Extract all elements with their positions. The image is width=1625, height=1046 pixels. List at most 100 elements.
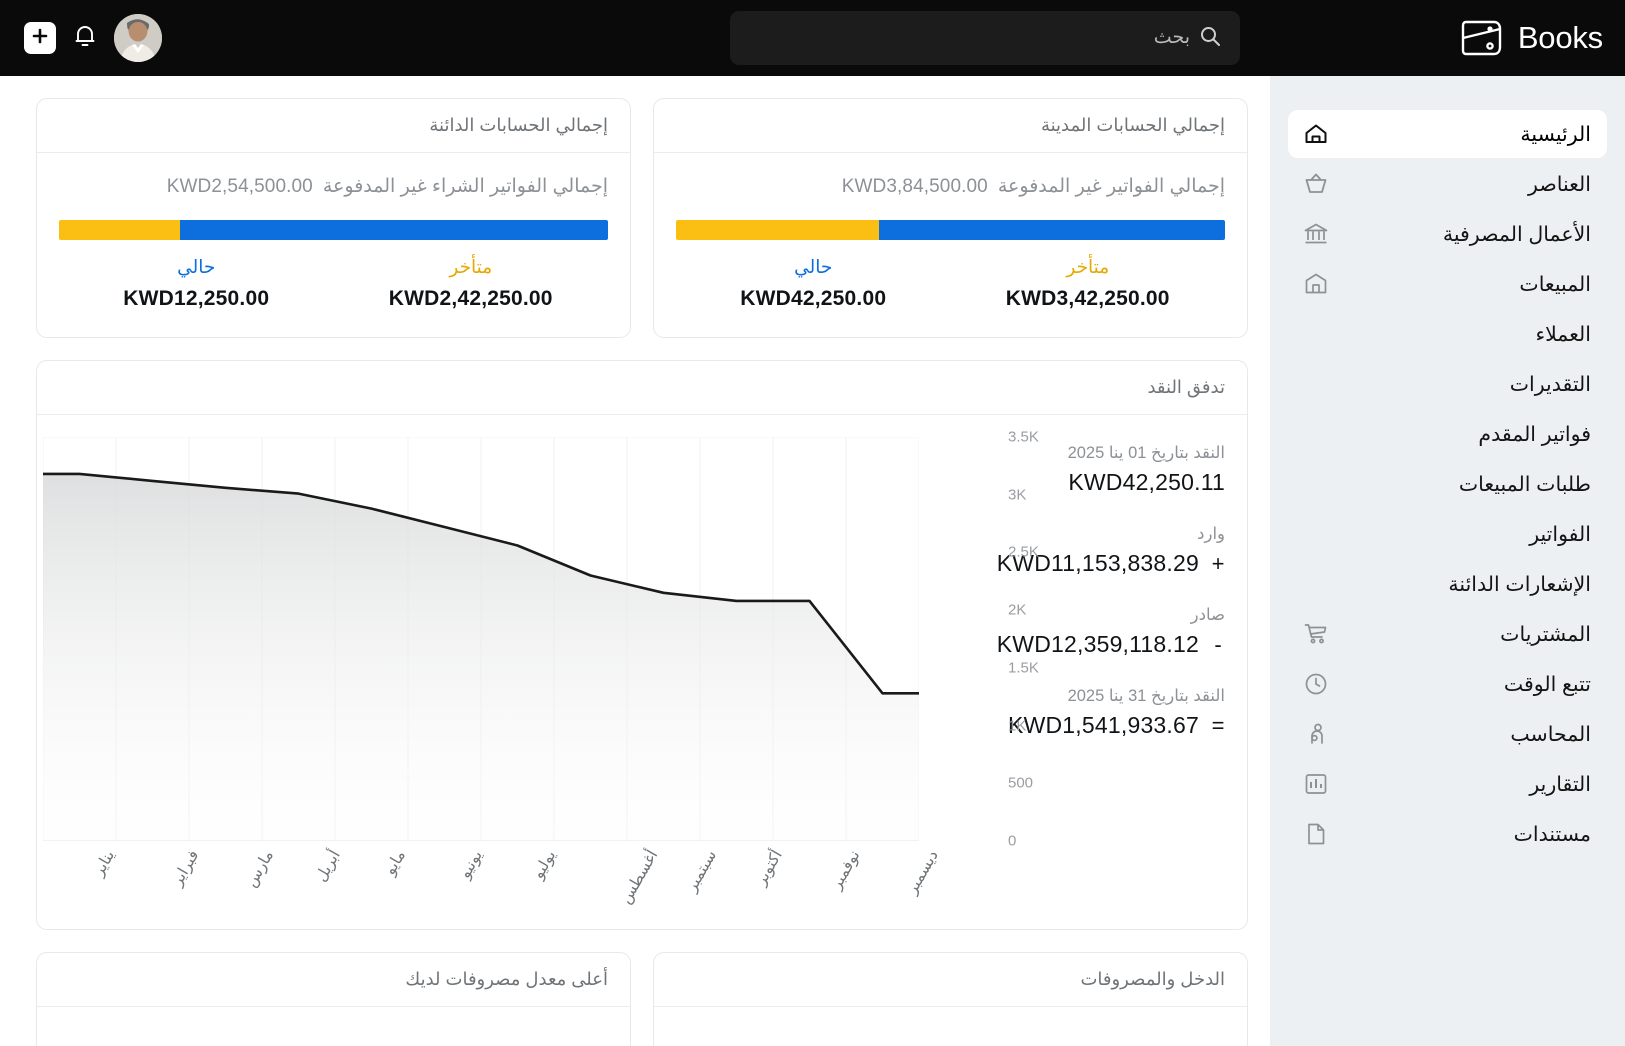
sidebar-item-label: طلبات المبيعات <box>1458 472 1591 496</box>
search-input[interactable] <box>1060 27 1190 49</box>
legend-label: حالي <box>177 256 216 277</box>
spacer-icon <box>1302 420 1330 448</box>
sidebar-item-banking[interactable]: الأعمال المصرفية <box>1288 210 1607 258</box>
books-logo-icon <box>1460 18 1504 58</box>
store-icon <box>1302 270 1330 298</box>
outgoing-operator: - <box>1214 632 1222 657</box>
card-title: الدخل والمصروفات <box>1080 969 1225 989</box>
x-axis-tick: أبريل <box>311 847 344 885</box>
subtitle-label: إجمالي الفواتير غير المدفوعة <box>997 176 1225 197</box>
sidebar-item-credit-notes[interactable]: الإشعارات الدائنة <box>1288 560 1607 608</box>
legend-value: KWD42,250.00 <box>740 287 887 310</box>
closing-label: النقد بتاريخ 31 ينا 2025 <box>1067 687 1225 705</box>
bell-icon <box>73 23 97 54</box>
y-axis-tick: 3.5K <box>1008 428 1039 446</box>
sidebar-item-customers[interactable]: العملاء <box>1288 310 1607 358</box>
x-axis-tick: أغسطس <box>616 847 661 907</box>
incoming-operator: + <box>1211 551 1225 576</box>
sidebar-item-sales-orders[interactable]: طلبات المبيعات <box>1288 460 1607 508</box>
bar-segment-current <box>879 220 1225 240</box>
top-bar: Books <box>0 0 1625 76</box>
sidebar-item-invoices[interactable]: الفواتير <box>1288 510 1607 558</box>
card-title: تدفق النقد <box>1147 377 1225 397</box>
card-title: إجمالي الحسابات الدائنة <box>429 115 608 135</box>
accountant-icon <box>1302 720 1330 748</box>
sidebar-item-sales[interactable]: المبيعات <box>1288 260 1607 308</box>
subtitle-label: إجمالي الفواتير الشراء غير المدفوعة <box>322 176 608 197</box>
legend-label: حالي <box>794 256 833 277</box>
sidebar-item-label: التقارير <box>1529 772 1591 796</box>
cashflow-card: تدفق النقد النقد بتاريخ 01 ينا 2025 KWD4… <box>36 360 1248 930</box>
app-brand: Books <box>1460 0 1603 76</box>
add-button[interactable] <box>24 22 56 54</box>
opening-balance: النقد بتاريخ 01 ينا 2025 KWD42,250.11 <box>1012 443 1225 496</box>
sidebar-item-estimates[interactable]: التقديرات <box>1288 360 1607 408</box>
main-content: إجمالي الحسابات المدينة إجمالي الفواتير … <box>0 76 1270 1046</box>
sidebar-item-label: التقديرات <box>1509 372 1591 396</box>
home-icon <box>1302 120 1330 148</box>
legend-overdue: متأخر KWD2,42,250.00 <box>334 256 609 311</box>
kpi-row: إجمالي الحسابات المدينة إجمالي الفواتير … <box>22 98 1248 338</box>
income-expense-card: الدخل والمصروفات <box>653 952 1248 1046</box>
top-expenses-card: أعلى معدل مصروفات لديك <box>36 952 631 1046</box>
avatar[interactable] <box>114 14 162 62</box>
closing-operator: = <box>1211 713 1225 738</box>
cart-icon <box>1302 620 1330 648</box>
sidebar-item-retainer-invoices[interactable]: فواتير المقدم <box>1288 410 1607 458</box>
y-axis-tick: 1.5K <box>1008 659 1039 677</box>
x-axis-tick: فبراير <box>168 847 202 889</box>
payables-progress-bar <box>59 220 608 240</box>
chart-x-axis: يناير فبراير مارس أبريل مايو يونيو يوليو أغسطس س… <box>43 841 942 911</box>
legend-label: متأخر <box>449 256 493 277</box>
card-body: إجمالي الفواتير الشراء غير المدفوعة KWD2… <box>37 153 630 311</box>
document-icon <box>1302 820 1330 848</box>
x-axis-tick: يوليو <box>529 847 559 882</box>
legend-label: متأخر <box>1066 256 1110 277</box>
receivables-legend: متأخر KWD3,42,250.00 حالي KWD42,250.00 <box>676 256 1225 311</box>
card-header: أعلى معدل مصروفات لديك <box>37 953 630 1007</box>
sidebar-item-label: مستندات <box>1513 822 1591 846</box>
receivables-progress-bar <box>676 220 1225 240</box>
bar-segment-overdue <box>676 220 880 240</box>
payables-subtitle: إجمالي الفواتير الشراء غير المدفوعة KWD2… <box>59 175 608 198</box>
cashflow-body: النقد بتاريخ 01 ينا 2025 KWD42,250.11 وا… <box>37 415 1247 930</box>
bar-segment-overdue <box>59 220 180 240</box>
x-axis-tick: يناير <box>89 847 118 880</box>
sidebar-item-time-tracking[interactable]: تتبع الوقت <box>1288 660 1607 708</box>
opening-label: النقد بتاريخ 01 ينا 2025 <box>1067 444 1225 462</box>
sidebar-item-home[interactable]: الرئيسية <box>1288 110 1607 158</box>
search-box[interactable] <box>730 11 1240 65</box>
card-header: إجمالي الحسابات الدائنة <box>37 99 630 153</box>
card-header: الدخل والمصروفات <box>654 953 1247 1007</box>
spacer-icon <box>1302 570 1330 598</box>
notifications-button[interactable] <box>70 22 100 54</box>
incoming-label: وارد <box>1197 525 1225 543</box>
x-axis-tick: نوفمبر <box>827 847 864 893</box>
bar-segment-current <box>179 220 608 240</box>
legend-value: KWD3,42,250.00 <box>1005 287 1170 310</box>
plus-icon <box>31 27 49 50</box>
sidebar-item-label: فواتير المقدم <box>1478 422 1591 446</box>
spacer-icon <box>1302 370 1330 398</box>
clock-icon <box>1302 670 1330 698</box>
sidebar-item-reports[interactable]: التقارير <box>1288 760 1607 808</box>
sidebar-item-accountant[interactable]: المحاسب <box>1288 710 1607 758</box>
sidebar-item-label: تتبع الوقت <box>1503 672 1591 696</box>
outgoing-label: صادر <box>1190 606 1225 624</box>
y-axis-tick: 1K <box>1008 717 1027 735</box>
legend-current: حالي KWD42,250.00 <box>676 256 951 311</box>
sidebar-item-documents[interactable]: مستندات <box>1288 810 1607 858</box>
sidebar-item-purchases[interactable]: المشتريات <box>1288 610 1607 658</box>
brand-label: Books <box>1517 20 1603 55</box>
card-title: إجمالي الحسابات المدينة <box>1040 115 1225 135</box>
chart-plot <box>43 437 919 841</box>
payables-card: إجمالي الحسابات الدائنة إجمالي الفواتير … <box>36 98 631 338</box>
topbar-actions <box>24 0 162 76</box>
x-axis-tick: سبتمبر <box>682 847 720 895</box>
y-axis-tick: 500 <box>1008 774 1034 792</box>
card-title: أعلى معدل مصروفات لديك <box>405 969 608 989</box>
card-header: تدفق النقد <box>37 361 1247 415</box>
card-header: إجمالي الحسابات المدينة <box>654 99 1247 153</box>
sidebar-item-items[interactable]: العناصر <box>1288 160 1607 208</box>
bank-icon <box>1302 220 1330 248</box>
